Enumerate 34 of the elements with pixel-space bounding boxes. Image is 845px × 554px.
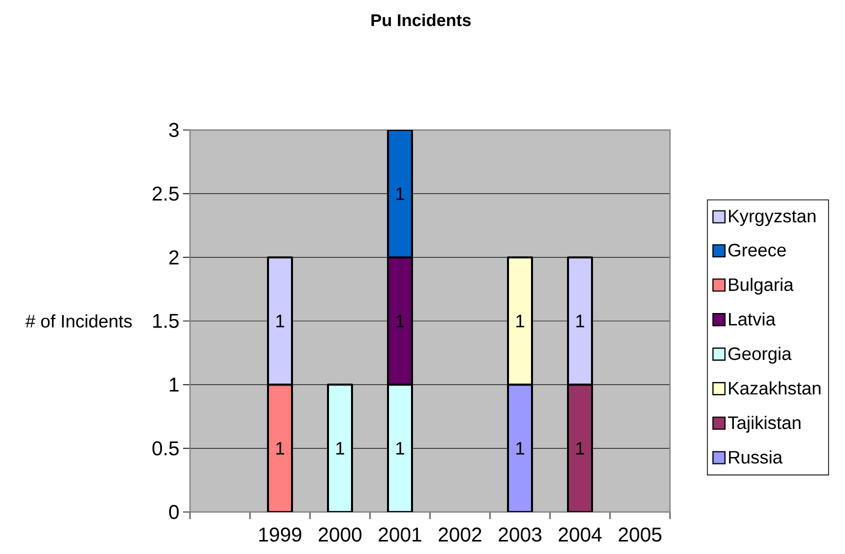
data-label: 1 <box>516 442 524 455</box>
data-label: 1 <box>396 442 404 455</box>
data-label: 1 <box>276 314 284 328</box>
legend-label: Bulgaria <box>729 278 794 295</box>
data-label: 1 <box>516 314 524 328</box>
legend-label: Russia <box>729 450 783 464</box>
x-tick-label: 2003 <box>498 528 542 542</box>
x-tick-label: 2005 <box>618 528 662 542</box>
y-axis-title: # of Incidents <box>25 314 132 328</box>
data-label: 1 <box>576 442 584 455</box>
x-tick-label: 1999 <box>259 528 302 542</box>
data-label: 1 <box>576 314 584 328</box>
legend-label: Kazakhstan <box>729 381 820 395</box>
x-tick-label: 2002 <box>438 528 482 542</box>
x-tick-label: 2001 <box>378 528 422 542</box>
data-label: 1 <box>396 187 404 200</box>
y-tick-label: 1.5 <box>153 314 179 328</box>
x-tick-label: 2000 <box>318 528 362 542</box>
data-label: 1 <box>336 442 344 455</box>
y-tick-label: 2.5 <box>152 186 179 201</box>
data-label: 1 <box>396 314 404 328</box>
legend-label: Latvia <box>729 312 776 326</box>
legend-label: Tajikistan <box>728 416 800 433</box>
y-tick-label: 3 <box>169 122 179 138</box>
y-tick-label: 0 <box>169 504 179 520</box>
data-label: 1 <box>276 442 284 455</box>
legend-label: Kyrgyzstan <box>729 210 816 226</box>
y-tick-label: 0.5 <box>152 441 179 456</box>
x-tick-label: 2004 <box>558 528 602 542</box>
y-tick-label: 2 <box>169 250 178 264</box>
y-tick-label: 1 <box>170 378 178 392</box>
chart-title: Pu Incidents <box>371 14 471 26</box>
legend-label: Georgia <box>728 346 792 364</box>
legend-label: Greece <box>728 244 786 256</box>
